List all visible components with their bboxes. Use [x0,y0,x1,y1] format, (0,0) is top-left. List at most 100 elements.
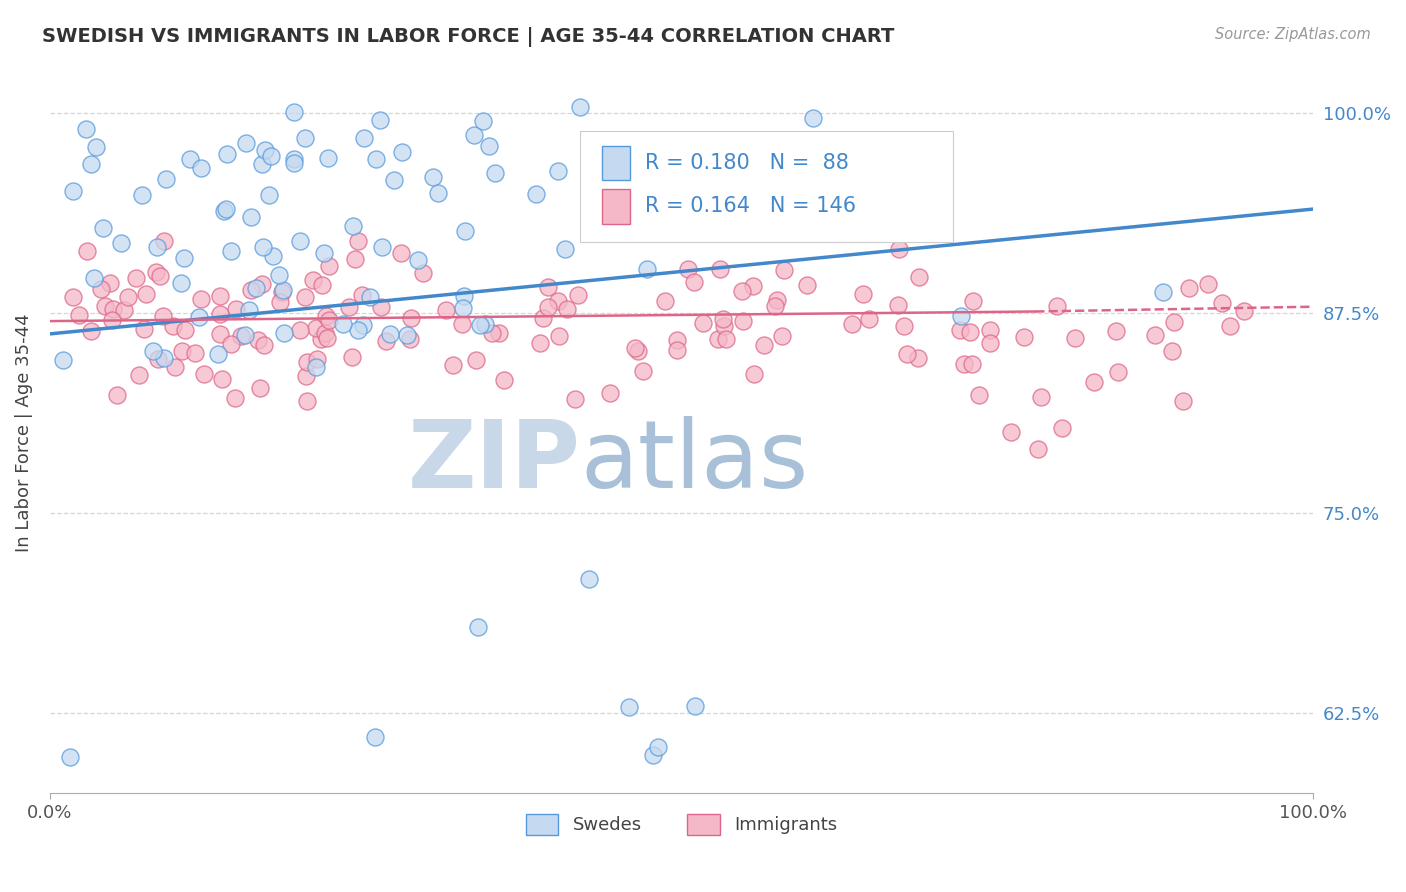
Point [100,276,122,290]
Point [852,286,875,301]
Point [288,323,311,337]
Point [315,331,337,345]
Point [315,309,337,323]
Point [273,283,295,297]
Point [412,266,434,280]
Point [309,332,332,346]
Point [463,128,485,142]
Point [1211,296,1233,310]
Point [163,359,186,374]
Point [131,188,153,202]
Point [311,278,333,293]
Point [1026,442,1049,457]
Point [254,144,277,158]
Point [841,317,863,331]
Point [1163,315,1185,329]
Point [396,327,419,342]
Point [225,302,247,317]
Point [382,172,405,186]
Point [295,394,318,409]
Point [481,326,503,340]
Point [643,748,665,763]
Text: R = 0.164   N = 146: R = 0.164 N = 146 [645,196,856,216]
Point [252,240,274,254]
Point [953,357,976,371]
Point [302,273,325,287]
Point [305,321,328,335]
Point [1197,277,1219,291]
Point [342,219,364,233]
Point [1105,324,1128,338]
Point [378,327,401,342]
Point [730,284,752,298]
Point [617,700,640,714]
Point [453,289,475,303]
Point [967,387,990,401]
Point [716,332,738,346]
Point [713,318,735,333]
Point [260,149,283,163]
Point [1083,376,1105,390]
Point [314,245,336,260]
Point [337,300,360,314]
Point [692,316,714,330]
Point [187,310,209,324]
Point [554,243,576,257]
Point [754,337,776,351]
Point [219,244,242,258]
Point [173,251,195,265]
Point [305,351,328,366]
Text: Source: ZipAtlas.com: Source: ZipAtlas.com [1215,27,1371,42]
Point [887,298,910,312]
Point [907,351,929,366]
Point [257,188,280,202]
Point [478,139,501,153]
Point [370,300,392,314]
Point [557,301,579,316]
Point [153,234,176,248]
Point [105,388,128,402]
Point [91,221,114,235]
Point [314,326,336,340]
Point [627,344,650,359]
Point [239,211,262,225]
Point [979,323,1001,337]
Point [340,350,363,364]
Point [467,620,489,634]
Point [711,312,734,326]
Point [531,310,554,325]
Point [212,203,235,218]
Point [75,122,97,136]
Point [426,186,449,201]
Point [146,351,169,366]
Point [332,318,354,332]
Point [304,360,326,375]
Point [370,113,392,128]
Point [364,730,387,744]
Point [235,136,257,150]
Point [889,243,911,257]
Point [962,293,984,308]
Point [252,156,274,170]
Point [62,184,84,198]
Point [58,749,80,764]
Point [1050,421,1073,435]
Point [238,302,260,317]
Point [740,222,762,236]
Point [979,335,1001,350]
Point [707,332,730,346]
Point [145,240,167,254]
Point [211,372,233,386]
Point [391,145,413,160]
Point [253,338,276,352]
Point [229,328,252,343]
Point [537,300,560,314]
Point [215,147,238,161]
Point [193,367,215,381]
Point [683,698,706,713]
Point [224,391,246,405]
Point [1219,318,1241,333]
Point [770,329,793,343]
Point [648,201,671,215]
Point [283,104,305,119]
